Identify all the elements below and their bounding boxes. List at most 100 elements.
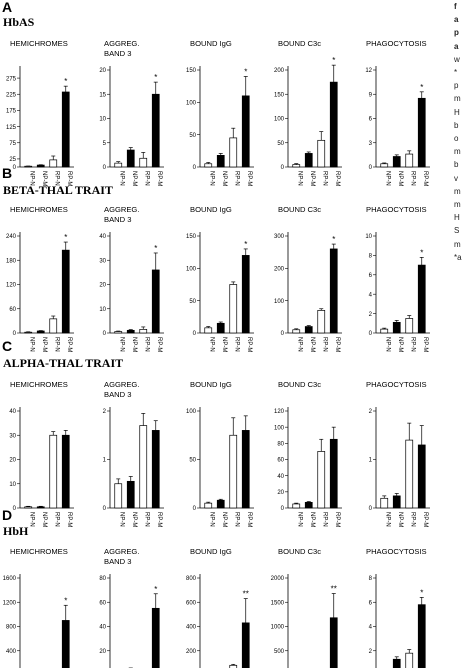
chart-title: BOUND IgG	[190, 39, 232, 48]
bar	[126, 329, 135, 334]
significance-marker: *	[244, 240, 247, 249]
x-tick-label: RP-M	[246, 337, 252, 352]
y-tick-label: 175	[6, 109, 17, 115]
bar	[49, 434, 58, 509]
bar	[405, 652, 414, 668]
y-tick-label: 100	[274, 425, 285, 431]
y-tick-label: 150	[274, 92, 285, 98]
caption-fragment: b	[454, 120, 459, 130]
significance-marker: *	[332, 56, 335, 65]
y-tick-label: 200	[274, 267, 285, 273]
y-tick-label: 60	[277, 458, 284, 464]
x-tick-label: NP-M	[131, 337, 137, 352]
y-tick-label: 20	[99, 649, 106, 655]
y-tick-label: 0	[369, 165, 373, 171]
bar	[292, 503, 301, 509]
caption-fragment: m	[454, 239, 461, 249]
chart-bound-igg: BOUND IgG0200400600800NP-NNP-MRP-N**RP-M	[186, 547, 250, 668]
y-tick-label: 2	[369, 409, 373, 415]
caption-fragment: v	[454, 173, 458, 183]
x-tick-label: NP-M	[397, 512, 403, 527]
chart-aggreg-band-3: AGGREG.BAND 3 0 1 2 NP-N NP-M RP-N RP-M	[103, 380, 164, 527]
chart-title: BOUND C3c	[278, 39, 321, 48]
y-tick-label: 40	[9, 409, 16, 415]
bar	[151, 430, 160, 509]
caption-fragment: m	[454, 94, 461, 104]
bar	[380, 163, 389, 168]
chart-bound-c3c: BOUND C3c 0 20 40 60 80 100 120 NP-N NP-M RP-N RP-M	[274, 380, 342, 527]
x-tick-label: RP-M	[66, 171, 72, 186]
bar	[292, 329, 301, 334]
panel-title: HbAS	[3, 15, 35, 29]
y-tick-label: 800	[186, 576, 197, 582]
caption-fragment: o	[454, 134, 459, 144]
y-tick-label: 180	[6, 258, 17, 264]
chart-aggreg-band-3: AGGREG.BAND 3020406080NP-NNP-MRP-N*RP-M	[99, 547, 160, 668]
significance-marker: *	[154, 244, 157, 253]
y-tick-label: 4	[369, 292, 373, 298]
chart-title: AGGREG.	[104, 380, 139, 389]
y-tick-label: 1600	[3, 576, 17, 582]
bar	[392, 321, 401, 334]
chart-title: BAND 3	[104, 557, 131, 566]
x-tick-label: NP-N	[296, 171, 302, 186]
x-tick-label: NP-N	[384, 171, 390, 186]
chart-title: BOUND C3c	[278, 380, 321, 389]
bar	[61, 91, 70, 168]
x-tick-label: NP-M	[221, 171, 227, 186]
significance-marker: *	[244, 67, 247, 76]
bar	[139, 425, 148, 509]
y-tick-label: 120	[6, 283, 17, 289]
chart-title: HEMICHROMES	[10, 547, 68, 556]
caption-fragment: w	[454, 54, 460, 64]
y-tick-label: 500	[274, 649, 285, 655]
x-tick-label: NP-M	[309, 512, 315, 527]
bar	[114, 483, 123, 509]
chart-bound-c3c: BOUND C3c 0 100 200 300 NP-N NP-M RP-N * RP-M	[274, 205, 342, 352]
bar	[241, 430, 250, 509]
y-tick-label: 10	[99, 117, 106, 123]
chart-title: BOUND C3c	[278, 547, 321, 556]
y-tick-label: 400	[6, 649, 17, 655]
y-tick-label: 0	[281, 331, 285, 337]
x-tick-label: RP-M	[334, 337, 340, 352]
y-tick-label: 8	[369, 576, 373, 582]
caption-fragment: f	[454, 2, 457, 11]
x-tick-label: RP-N	[409, 512, 415, 527]
significance-marker: *	[420, 588, 423, 597]
x-tick-label: NP-M	[221, 337, 227, 352]
y-tick-label: 0	[103, 165, 107, 171]
x-tick-label: RP-M	[66, 337, 72, 352]
bar	[229, 284, 238, 334]
x-tick-label: RP-N	[321, 337, 327, 352]
y-tick-label: 0	[103, 506, 107, 512]
y-tick-label: 600	[186, 600, 197, 606]
y-tick-label: 50	[189, 299, 196, 305]
bar	[36, 164, 45, 168]
chart-title: HEMICHROMES	[10, 39, 68, 48]
caption-fragment: a	[454, 41, 459, 51]
bar	[317, 451, 326, 509]
x-tick-label: NP-M	[221, 512, 227, 527]
chart-bound-igg: BOUND IgG 0 50 100 150 NP-N NP-M RP-N * RP-M	[186, 205, 254, 352]
chart-title: PHAGOCYTOSIS	[366, 205, 427, 214]
panel-letter: C	[2, 338, 12, 354]
y-tick-label: 0	[13, 331, 17, 337]
bar	[49, 318, 58, 334]
y-tick-label: 80	[277, 442, 284, 448]
significance-marker: **	[243, 590, 249, 599]
caption-fragment: m	[454, 147, 461, 157]
y-tick-label: 20	[99, 68, 106, 74]
x-tick-label: RP-N	[53, 171, 59, 186]
significance-marker: *	[64, 77, 67, 86]
y-tick-label: 50	[189, 133, 196, 139]
panel-title: HbH	[3, 524, 29, 538]
panel-letter: D	[2, 507, 12, 523]
bar	[61, 620, 70, 668]
chart-hemichromes: HEMICHROMES 0 60 120 180 240 NP-N NP-M RP-N * RP-M	[6, 205, 74, 352]
y-tick-label: 120	[274, 409, 285, 415]
x-tick-label: NP-N	[118, 512, 124, 527]
x-tick-label: RP-N	[233, 512, 239, 527]
caption-fragment: m	[454, 186, 461, 196]
